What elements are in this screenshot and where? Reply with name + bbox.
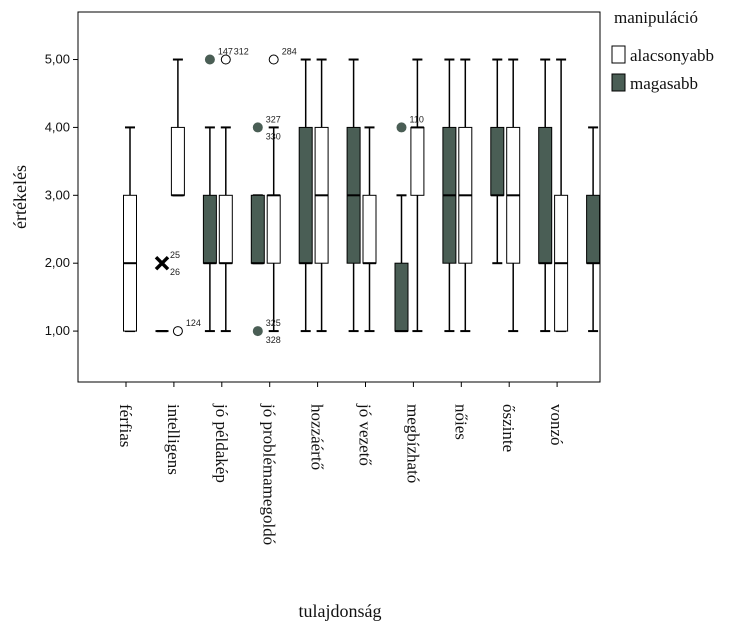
y-tick-label: 5,00 — [45, 52, 70, 67]
y-tick-label: 4,00 — [45, 119, 70, 134]
box-magasabb — [394, 262, 409, 332]
box-alacsonyabb — [170, 126, 185, 196]
outlier-point — [252, 122, 263, 133]
box-magasabb — [538, 126, 553, 264]
legend-swatch-magasabb — [611, 73, 626, 92]
y-axis-title: értékelés — [10, 165, 30, 229]
x-category-label: vonzó — [547, 404, 566, 446]
outlier-label: 325 — [266, 318, 281, 328]
outlier-point — [172, 326, 183, 337]
x-category-label: megbízható — [403, 404, 422, 483]
legend-swatch-alacsonyabb — [611, 45, 626, 64]
outliers: 25 26 124 147 312 327 330 325 328 284 110 — [154, 47, 424, 345]
x-category-label: intelligens — [164, 404, 183, 475]
outlier-label: 26 — [170, 267, 180, 277]
legend-label-alacsonyabb: alacsonyabb — [630, 46, 714, 65]
box-alacsonyabb — [362, 194, 377, 264]
box-magasabb — [490, 126, 505, 196]
box-magasabb — [250, 194, 265, 264]
legend-title: manipuláció — [614, 8, 698, 27]
outlier-point — [396, 122, 407, 133]
y-tick-label: 3,00 — [45, 187, 70, 202]
outlier-label: 284 — [282, 47, 297, 57]
legend: manipuláció alacsonyabb magasabb — [611, 8, 714, 93]
boxes — [123, 58, 601, 333]
x-axis: férfias intelligens jó példakép jó probléma… — [116, 382, 566, 545]
x-category-label: őszinte — [499, 404, 518, 452]
box-magasabb — [202, 194, 217, 264]
outlier-label: 312 — [234, 47, 249, 57]
y-tick-label: 2,00 — [45, 255, 70, 270]
x-category-label: hozzáértő — [308, 404, 327, 470]
outlier-point — [220, 54, 231, 65]
box-alacsonyabb — [266, 194, 281, 264]
legend-label-magasabb: magasabb — [630, 74, 698, 93]
box-magasabb — [586, 194, 601, 264]
outlier-label: 124 — [186, 318, 201, 328]
x-category-label: jó példakép — [212, 403, 231, 483]
plot-frame — [77, 11, 601, 383]
extreme-marker — [154, 255, 170, 271]
outlier-label: 330 — [266, 131, 281, 141]
box-alacsonyabb — [410, 126, 425, 196]
outlier-label: 110 — [410, 114, 424, 124]
x-category-label: férfias — [116, 404, 135, 447]
outlier-point — [252, 326, 263, 337]
box-alacsonyabb — [218, 194, 233, 264]
y-tick-label: 1,00 — [45, 323, 70, 338]
outlier-point — [268, 54, 279, 65]
box-magasabb — [298, 126, 313, 264]
x-category-label: nőies — [451, 404, 470, 440]
x-category-label: jó problémamegoldó — [260, 403, 279, 545]
y-axis: 1,00 2,00 3,00 4,00 5,00 — [45, 52, 78, 338]
outlier-label: 147 — [218, 47, 233, 57]
outlier-point — [204, 54, 215, 65]
outlier-label: 327 — [266, 114, 281, 124]
x-axis-title: tulajdonság — [299, 601, 382, 621]
outlier-label: 25 — [170, 250, 180, 260]
outlier-label: 328 — [266, 335, 281, 345]
x-category-label: jó vezető — [356, 403, 375, 466]
